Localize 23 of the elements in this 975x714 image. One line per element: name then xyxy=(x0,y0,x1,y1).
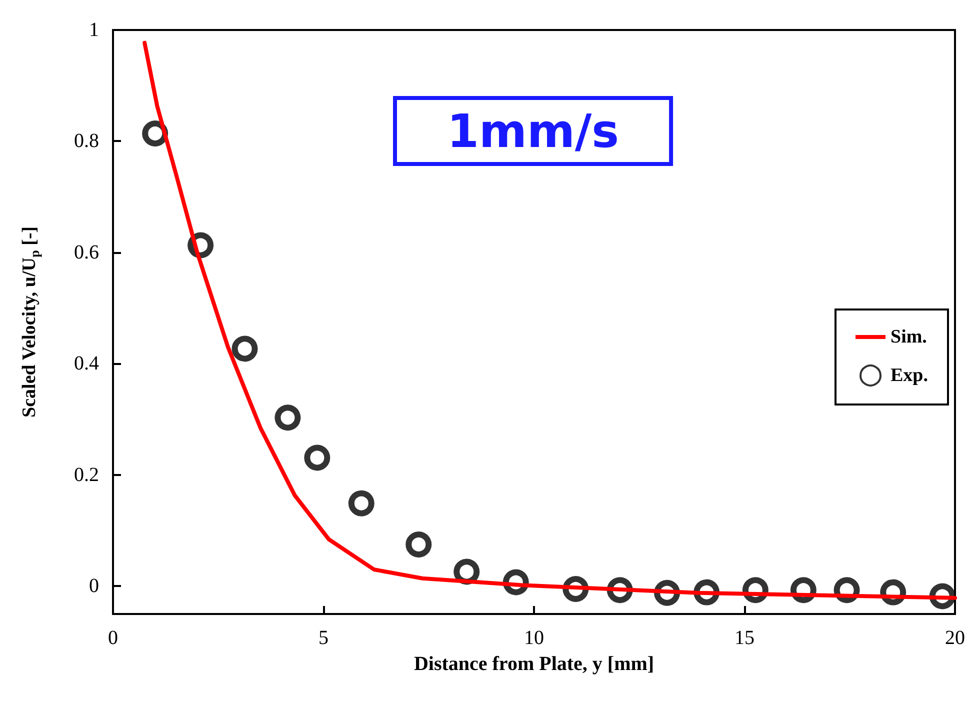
x-tick-label: 10 xyxy=(524,627,544,649)
x-tick-label: 20 xyxy=(945,627,965,649)
point xyxy=(406,531,432,558)
x-tick-label: 15 xyxy=(734,627,754,649)
annotation: 1mm/s xyxy=(447,104,620,158)
point xyxy=(142,120,168,146)
point xyxy=(232,336,258,362)
point xyxy=(274,404,301,431)
y-tick-label: 0.8 xyxy=(74,130,99,152)
y-tick-label: 0 xyxy=(89,575,99,598)
legend-label: Exp. xyxy=(890,365,928,386)
point xyxy=(454,558,480,585)
legend-label: Sim. xyxy=(890,326,927,348)
x-tick-label: 0 xyxy=(108,627,118,649)
y-axis-title: Scaled Velocity, u/Up [-] xyxy=(19,226,42,418)
x-axis-title: Distance from Plate, y [mm] xyxy=(414,653,654,675)
y-tick-label: 0.4 xyxy=(74,352,99,375)
y-tick-label: 1 xyxy=(89,19,99,41)
y-tick-label: 0.2 xyxy=(74,464,99,486)
point xyxy=(348,490,374,516)
point xyxy=(304,444,330,471)
y-tick-label: 0.6 xyxy=(74,241,99,264)
x-tick-label: 5 xyxy=(318,627,328,649)
